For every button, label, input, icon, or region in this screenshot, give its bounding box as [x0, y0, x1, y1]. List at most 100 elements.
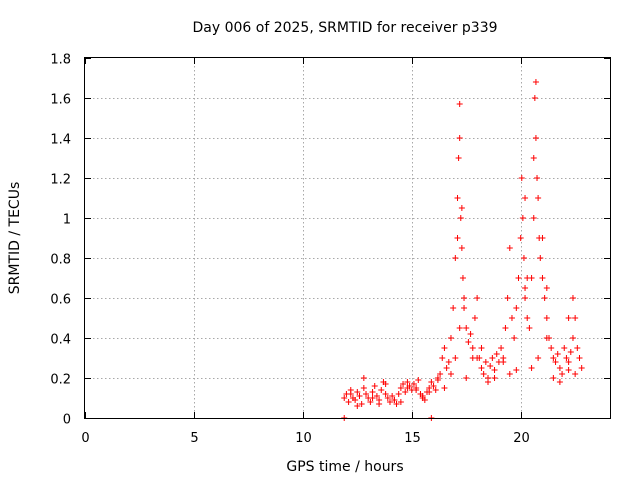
data-point [445, 359, 452, 365]
x-tick-label: 10 [295, 431, 312, 446]
data-point [447, 371, 454, 377]
data-point [434, 375, 441, 381]
data-point [548, 345, 555, 351]
data-point [367, 399, 374, 405]
data-point [415, 377, 422, 383]
data-point [569, 295, 576, 301]
data-point [482, 359, 489, 365]
data-point [550, 375, 557, 381]
y-tick-label: 0.2 [50, 373, 71, 388]
data-point [354, 389, 361, 395]
data-point [369, 389, 376, 395]
data-point [469, 345, 476, 351]
data-point [539, 235, 546, 241]
data-point [498, 345, 505, 351]
y-axis-label: SRMTID / TECUs [7, 182, 23, 295]
data-point [352, 397, 359, 403]
data-point [535, 195, 542, 201]
x-axis-label: GPS time / hours [286, 459, 403, 475]
data-point [532, 79, 539, 85]
y-tick-label: 1.8 [50, 53, 71, 68]
data-point [485, 379, 492, 385]
data-point [524, 315, 531, 321]
data-point [402, 389, 409, 395]
data-point [491, 375, 498, 381]
data-point [373, 393, 380, 399]
data-point [456, 135, 463, 141]
x-tick-label: 15 [404, 431, 421, 446]
data-point [461, 295, 468, 301]
data-point [565, 367, 572, 373]
data-point [386, 399, 393, 405]
x-tick-label: 0 [81, 431, 89, 446]
data-point [360, 375, 367, 381]
x-tick-label: 5 [190, 431, 198, 446]
data-point [400, 381, 407, 387]
y-tick-label: 1.4 [50, 133, 71, 148]
data-point [465, 339, 472, 345]
data-point [541, 295, 548, 301]
data-point [556, 379, 563, 385]
data-point [502, 325, 509, 331]
data-point [452, 355, 459, 361]
data-point [569, 335, 576, 341]
data-point [513, 305, 520, 311]
data-point [443, 365, 450, 371]
data-point [480, 371, 487, 377]
data-point [504, 295, 511, 301]
x-tick-label: 20 [513, 431, 530, 446]
plot-frame [84, 57, 611, 419]
data-point [554, 351, 561, 357]
data-point [391, 397, 398, 403]
data-point [572, 371, 579, 377]
data-point [478, 345, 485, 351]
data-point [437, 371, 444, 377]
data-point [378, 387, 385, 393]
data-point [515, 275, 522, 281]
data-point [506, 371, 513, 377]
data-point [543, 285, 550, 291]
data-point [531, 95, 538, 101]
data-point [382, 381, 389, 387]
data-point [428, 379, 435, 385]
data-point [447, 335, 454, 341]
data-point [474, 295, 481, 301]
data-point [576, 355, 583, 361]
data-point [397, 399, 404, 405]
data-point [530, 215, 537, 221]
data-point [389, 393, 396, 399]
data-point [404, 379, 411, 385]
data-point [537, 255, 544, 261]
y-tick-label: 0.4 [50, 333, 71, 348]
data-point [459, 275, 466, 281]
data-point [441, 385, 448, 391]
data-point [356, 393, 363, 399]
data-point [474, 355, 481, 361]
data-point [376, 401, 383, 407]
data-point [360, 385, 367, 391]
data-point [454, 195, 461, 201]
data-point [519, 215, 526, 221]
data-point [574, 345, 581, 351]
data-point [578, 365, 585, 371]
data-point [452, 255, 459, 261]
data-point [471, 315, 478, 321]
axis-ticks [85, 58, 610, 419]
data-point [565, 359, 572, 365]
data-point [550, 355, 557, 361]
y-tick-label: 1.6 [50, 93, 71, 108]
data-point [363, 391, 370, 397]
data-point [565, 315, 572, 321]
data-point [534, 175, 541, 181]
tick-labels: 0 0.2 0.4 0.6 0.8 1 1.2 1.4 1.6 1.8 0 5 10 15 20 [50, 53, 529, 447]
data-point [522, 285, 529, 291]
data-point [539, 275, 546, 281]
data-point [508, 315, 515, 321]
data-point [528, 365, 535, 371]
data-point [487, 363, 494, 369]
data-point [530, 155, 537, 161]
data-point [518, 175, 525, 181]
data-point [561, 345, 568, 351]
data-point [384, 395, 391, 401]
